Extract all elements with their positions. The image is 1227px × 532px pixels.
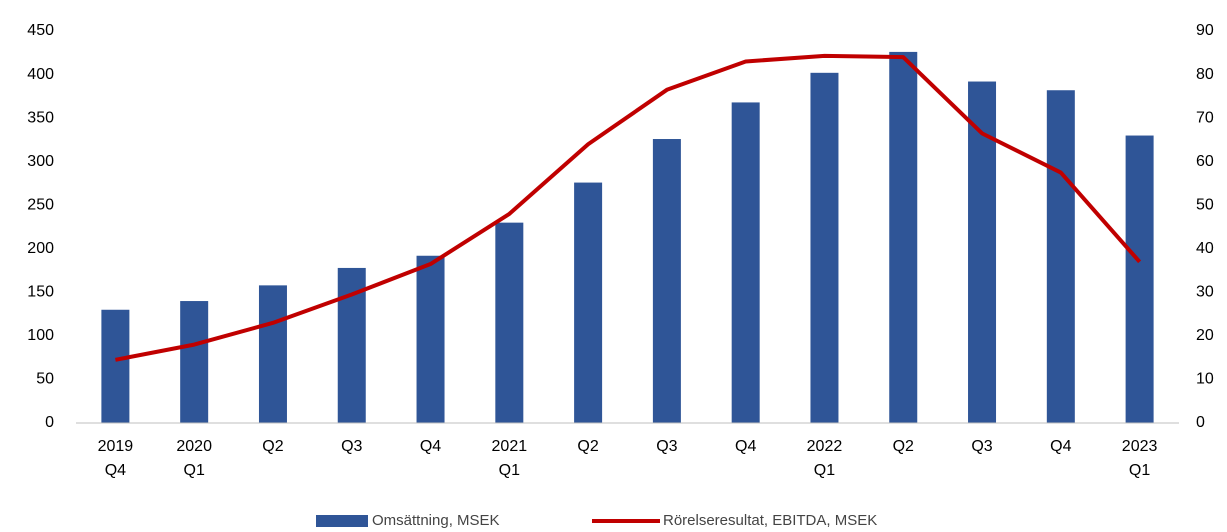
x-tick-label: Q1 xyxy=(1129,462,1150,479)
x-tick-label: Q4 xyxy=(1050,438,1071,455)
bar xyxy=(889,51,918,423)
x-tick-label: Q3 xyxy=(656,438,677,455)
y2-tick-label: 30 xyxy=(1196,284,1214,301)
y2-tick-label: 60 xyxy=(1196,153,1214,170)
y-tick-label: 100 xyxy=(27,327,54,344)
x-tick-label: Q1 xyxy=(184,462,205,479)
x-tick-label: 2020 xyxy=(176,438,212,455)
y2-tick-label: 80 xyxy=(1196,66,1214,83)
bar xyxy=(810,72,839,424)
x-tick-label: Q1 xyxy=(814,462,835,479)
y-tick-label: 300 xyxy=(27,153,54,170)
bar xyxy=(574,182,603,423)
y2-tick-label: 0 xyxy=(1196,414,1205,431)
y-tick-label: 50 xyxy=(36,371,54,388)
x-tick-label: Q4 xyxy=(735,438,756,455)
x-tick-label: Q2 xyxy=(577,438,598,455)
y-tick-label: 350 xyxy=(27,109,54,126)
x-tick-label: Q4 xyxy=(105,462,126,479)
legend-label: Omsättning, MSEK xyxy=(372,512,500,529)
y-tick-label: 150 xyxy=(27,284,54,301)
x-tick-label: Q3 xyxy=(341,438,362,455)
bar xyxy=(1125,135,1154,424)
y-tick-label: 250 xyxy=(27,196,54,213)
x-tick-label: Q2 xyxy=(893,438,914,455)
bar xyxy=(180,301,209,423)
x-tick-label: 2021 xyxy=(492,438,528,455)
x-tick-label: Q2 xyxy=(262,438,283,455)
x-tick-label: Q4 xyxy=(420,438,441,455)
bar xyxy=(652,139,681,424)
y2-tick-label: 50 xyxy=(1196,196,1214,213)
x-tick-label: Q1 xyxy=(499,462,520,479)
y2-tick-label: 40 xyxy=(1196,240,1214,257)
y2-tick-label: 70 xyxy=(1196,109,1214,126)
line xyxy=(115,53,1142,362)
x-tick-label: 2019 xyxy=(98,438,134,455)
bar xyxy=(495,222,524,423)
bar xyxy=(731,102,760,423)
bar xyxy=(1046,90,1075,423)
y-tick-label: 400 xyxy=(27,66,54,83)
y2-tick-label: 90 xyxy=(1196,22,1214,39)
bar xyxy=(258,285,287,423)
x-tick-label: 2023 xyxy=(1122,438,1158,455)
bar xyxy=(416,255,445,423)
bar xyxy=(101,309,130,423)
x-tick-label: 2022 xyxy=(807,438,843,455)
legend-label: Rörelseresultat, EBITDA, MSEK xyxy=(663,512,877,529)
y-tick-label: 0 xyxy=(45,414,54,431)
x-tick-label: Q3 xyxy=(971,438,992,455)
y2-tick-label: 20 xyxy=(1196,327,1214,344)
y2-tick-label: 10 xyxy=(1196,371,1214,388)
legend-swatch xyxy=(316,515,368,527)
y-tick-label: 450 xyxy=(27,22,54,39)
y-tick-label: 200 xyxy=(27,240,54,257)
